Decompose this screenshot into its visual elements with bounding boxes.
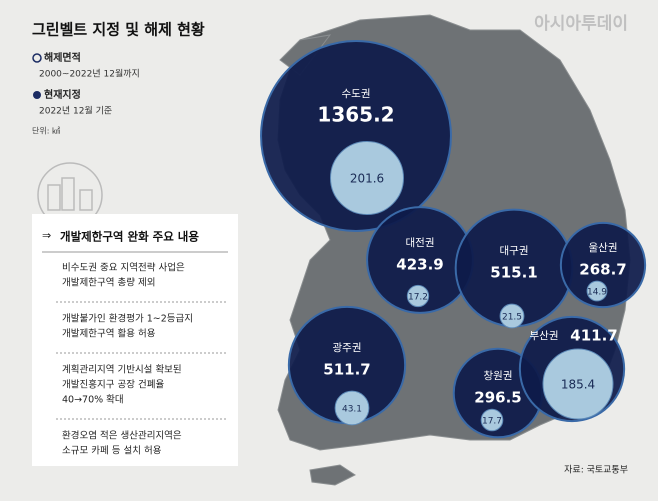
released-bubble bbox=[586, 280, 608, 302]
policy-text: 소규모 카페 등 설치 허용 bbox=[62, 445, 162, 457]
released-value: 17.7 bbox=[482, 417, 502, 427]
released-value: 201.6 bbox=[350, 172, 384, 186]
region-name: 수도권 bbox=[342, 88, 371, 100]
released-bubble bbox=[334, 390, 370, 426]
brand: 아시아투데이 bbox=[534, 14, 628, 34]
designated-value: 411.7 bbox=[570, 327, 617, 345]
title: 그린벨트 지정 및 해제 현황 bbox=[32, 21, 205, 39]
released-bubble bbox=[330, 141, 404, 215]
released-bubble bbox=[406, 284, 430, 308]
region-name: 광주권 bbox=[333, 342, 362, 354]
policy-text: 개발제한구역 총량 제외 bbox=[62, 277, 155, 289]
released-value: 14.9 bbox=[587, 288, 607, 298]
policy-text: 개발진흥지구 공장 건폐율 bbox=[62, 379, 164, 391]
designated-value: 423.9 bbox=[396, 256, 443, 274]
legend-swatch-designated bbox=[33, 91, 41, 99]
legend-label: 해제면적 bbox=[44, 51, 81, 64]
panel-bg bbox=[32, 214, 238, 466]
released-bubble bbox=[542, 348, 614, 420]
released-value: 43.1 bbox=[342, 405, 362, 415]
released-value: 185.4 bbox=[561, 378, 595, 392]
policy-text: 개발제한구역 활용 허용 bbox=[62, 328, 156, 340]
legend-note: 2022년 12월 기준 bbox=[39, 105, 112, 117]
arrow-icon: ⇒ bbox=[42, 229, 51, 242]
region-name: 부산권 bbox=[530, 330, 559, 342]
designated-value: 268.7 bbox=[579, 261, 626, 279]
policy-panel: ⇒ 개발제한구역 완화 주요 내용 비수도권 중요 지역전략 사업은개발제한구역… bbox=[32, 214, 238, 466]
released-value: 17.2 bbox=[408, 293, 428, 303]
policy-text: 개발불가인 환경평가 1~2등급지 bbox=[62, 313, 193, 325]
designated-value: 1365.2 bbox=[317, 103, 394, 127]
unit: 단위: ㎢ bbox=[32, 126, 60, 136]
legend-note: 2000~2022년 12월까지 bbox=[39, 68, 140, 80]
designated-bubble bbox=[559, 221, 647, 309]
policy-text: 환경오염 적은 생산관리지역은 bbox=[62, 430, 182, 442]
designated-value: 515.1 bbox=[490, 264, 537, 282]
policy-text: 계획관리지역 기반시설 확보된 bbox=[62, 364, 182, 376]
policy-text: 40→70% 확대 bbox=[62, 394, 124, 406]
panel-title: 개발제한구역 완화 주요 내용 bbox=[60, 230, 199, 244]
policy-text: 비수도권 중요 지역전략 사업은 bbox=[62, 262, 185, 274]
released-value: 21.5 bbox=[502, 313, 522, 323]
region-name: 대전권 bbox=[406, 237, 435, 249]
region-name: 대구권 bbox=[500, 245, 529, 257]
legend-label: 현재지정 bbox=[44, 88, 81, 101]
designated-value: 296.5 bbox=[474, 389, 521, 407]
region-name: 창원권 bbox=[484, 370, 513, 382]
legend-swatch-released bbox=[32, 53, 42, 63]
legend: 해제면적 2000~2022년 12월까지 현재지정 2022년 12월 기준 … bbox=[32, 51, 140, 136]
released-bubble bbox=[480, 408, 504, 432]
designated-value: 511.7 bbox=[323, 361, 370, 379]
source: 자료: 국토교통부 bbox=[564, 465, 628, 476]
released-bubble bbox=[499, 303, 525, 329]
region-name: 울산권 bbox=[589, 242, 618, 254]
